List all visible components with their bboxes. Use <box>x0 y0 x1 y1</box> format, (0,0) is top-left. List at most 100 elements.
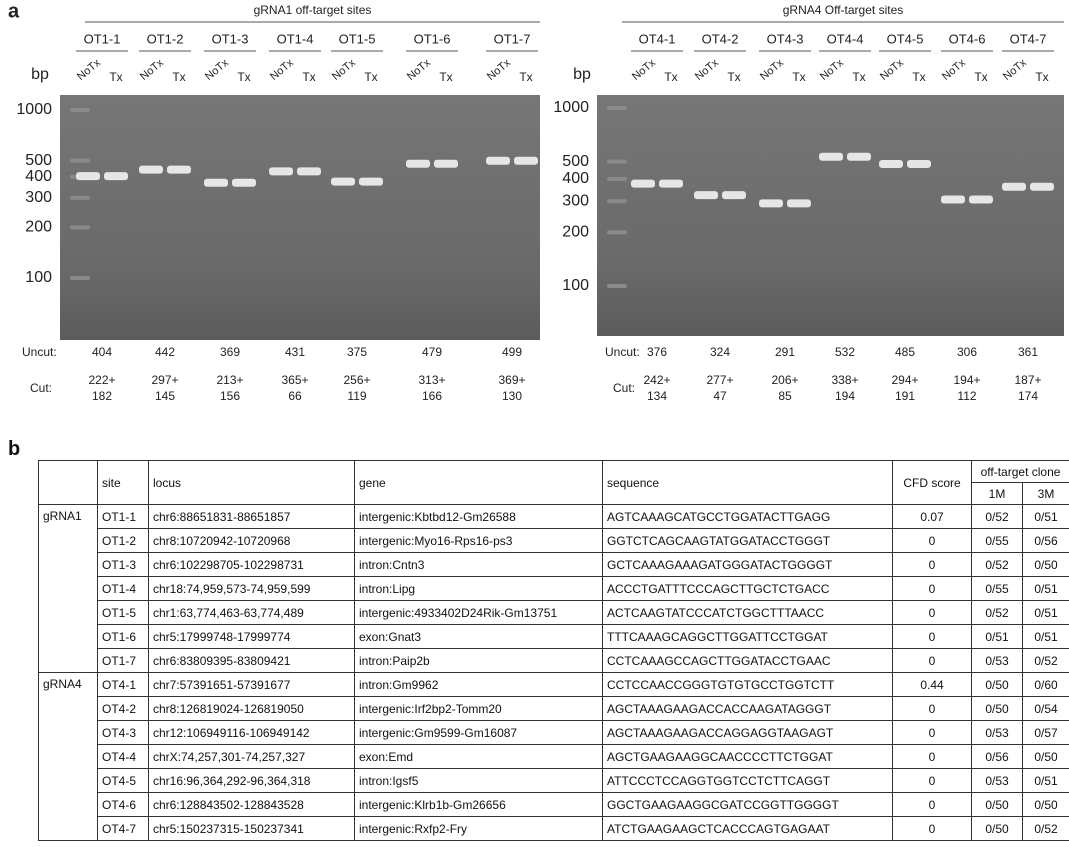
figure: a gRNA1 off-target sitesbp10005004003002… <box>0 0 1069 847</box>
dna-band <box>76 172 100 180</box>
table-cell: 0/50 <box>972 793 1023 817</box>
lane-label: Tx <box>852 70 865 84</box>
ladder-band <box>70 108 90 112</box>
table-cell: OT1-1 <box>98 505 149 529</box>
lane-label: NoTx <box>940 57 968 83</box>
cut-value: 182 <box>92 389 112 403</box>
lane-label: NoTx <box>630 57 658 83</box>
table-cell: chr8:10720942-10720968 <box>149 529 355 553</box>
table-cell: 0/53 <box>972 649 1023 673</box>
uncut-value: 306 <box>957 345 977 359</box>
lane-label: NoTx <box>693 57 721 83</box>
table-cell: 0 <box>893 529 972 553</box>
dna-band <box>331 178 355 186</box>
cut-value: 85 <box>778 389 792 403</box>
cut-value: 297+ <box>151 373 178 387</box>
dna-band <box>139 166 163 174</box>
table-cell: AGCTGAAGAAGGCAACCCCTTCTGGAT <box>603 745 893 769</box>
table-cell: 0/52 <box>1023 649 1069 673</box>
table-cell: 0/50 <box>972 817 1023 841</box>
bp-label: bp <box>31 66 49 83</box>
ladder-band <box>607 230 627 234</box>
cut-value: 222+ <box>88 373 115 387</box>
table-cell: OT1-7 <box>98 649 149 673</box>
site-label: OT4-2 <box>702 31 739 46</box>
uncut-value: 442 <box>155 345 175 359</box>
dna-band <box>659 180 683 188</box>
dna-band <box>787 199 811 207</box>
lane-label: NoTx <box>1001 57 1029 83</box>
header-cell: CFD score <box>893 461 972 505</box>
lane-label: Tx <box>364 70 377 84</box>
table-cell: 0/51 <box>1023 505 1069 529</box>
bp-label: bp <box>573 66 591 83</box>
table-cell: intergenic:Rxfp2-Fry <box>355 817 603 841</box>
dna-band <box>167 166 191 174</box>
uncut-value: 431 <box>285 345 305 359</box>
cut-value: 242+ <box>643 373 670 387</box>
table-cell: 0/50 <box>1023 745 1069 769</box>
gel-title: gRNA1 off-target sites <box>254 3 372 17</box>
table-cell: 0/56 <box>972 745 1023 769</box>
table-cell: chr6:128843502-128843528 <box>149 793 355 817</box>
ladder-label: 400 <box>562 170 589 187</box>
lane-label: NoTx <box>75 57 103 83</box>
gel-image <box>597 95 1064 336</box>
table-cell: 0/51 <box>1023 601 1069 625</box>
table-cell: 0/50 <box>1023 793 1069 817</box>
table-cell: 0/53 <box>972 769 1023 793</box>
cut-value: 134 <box>647 389 667 403</box>
uncut-value: 485 <box>895 345 915 359</box>
table-cell: 0/50 <box>972 697 1023 721</box>
table-cell: 0/50 <box>972 673 1023 697</box>
table-cell: 0 <box>893 625 972 649</box>
table-cell: GGTCTCAGCAAGTATGGATACCTGGGT <box>603 529 893 553</box>
dna-band <box>486 157 510 165</box>
table-cell: OT4-4 <box>98 745 149 769</box>
dna-band <box>631 180 655 188</box>
cut-value: 191 <box>895 389 915 403</box>
dna-band <box>434 160 458 168</box>
table-cell: CCTCCAACCGGGTGTGTGCCTGGTCTT <box>603 673 893 697</box>
table-cell: 0 <box>893 793 972 817</box>
table-cell: intron:Igsf5 <box>355 769 603 793</box>
ladder-label: 200 <box>25 219 52 236</box>
lane-label: NoTx <box>138 57 166 83</box>
table-cell: chr1:63,774,463-63,774,489 <box>149 601 355 625</box>
cut-value: 112 <box>957 389 976 403</box>
ladder-band <box>70 225 90 229</box>
table-cell: OT4-2 <box>98 697 149 721</box>
gel-panel: a gRNA1 off-target sitesbp10005004003002… <box>0 0 1069 440</box>
cut-value: 294+ <box>891 373 918 387</box>
cut-value: 194+ <box>953 373 980 387</box>
dna-band <box>406 160 430 168</box>
group-cell: gRNA1 <box>39 505 98 673</box>
cut-value: 145 <box>155 389 175 403</box>
header-cell: gene <box>355 461 603 505</box>
lane-label: Tx <box>172 70 185 84</box>
cut-value: 256+ <box>343 373 370 387</box>
dna-band <box>204 179 228 187</box>
table-cell: intergenic:Klrb1b-Gm26656 <box>355 793 603 817</box>
table-cell: AGCTAAAGAAGACCAGGAGGTAAGAGT <box>603 721 893 745</box>
uncut-value: 369 <box>220 345 240 359</box>
lane-label: Tx <box>664 70 677 84</box>
header-cell: 1M <box>972 483 1023 505</box>
cut-value: 194 <box>835 389 855 403</box>
cut-value: 156 <box>220 389 240 403</box>
cut-value: 166 <box>422 389 442 403</box>
site-label: OT1-2 <box>147 31 184 46</box>
table-cell: 0 <box>893 721 972 745</box>
dna-band <box>941 196 965 204</box>
table-cell: CCTCAAAGCCAGCTTGGATACCTGAAC <box>603 649 893 673</box>
dna-band <box>1002 183 1026 191</box>
table-cell: 0 <box>893 553 972 577</box>
ladder-label: 100 <box>25 269 52 286</box>
cut-value: 365+ <box>281 373 308 387</box>
lane-label: NoTx <box>203 57 231 83</box>
